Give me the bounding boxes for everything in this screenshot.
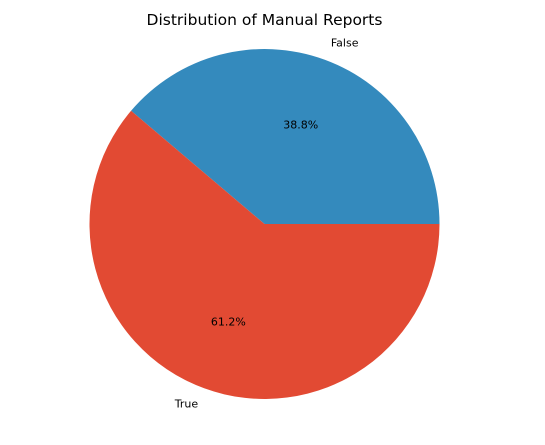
slice-label-false: False [331,36,359,49]
pie-slice-true [89,110,440,400]
pie-labels: False 38.8% True 61.2% [174,36,359,410]
pie-slices [89,48,440,400]
slice-percent-true: 61.2% [211,316,246,329]
chart-title: Distribution of Manual Reports [147,11,383,29]
slice-percent-false: 38.8% [283,118,318,131]
pie-slice-false [131,48,440,224]
slice-label-true: True [174,398,199,411]
